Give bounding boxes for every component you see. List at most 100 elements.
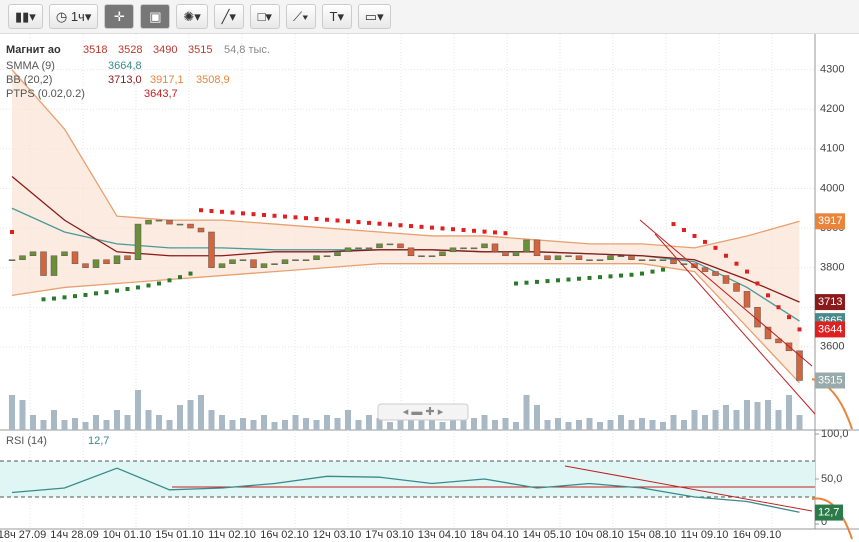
price-tag	[815, 213, 845, 230]
candle	[82, 263, 89, 268]
bb-name: BB (20,2)	[6, 74, 52, 86]
candle	[250, 259, 257, 268]
volume-bar	[114, 410, 120, 430]
volume-bar	[303, 418, 309, 430]
price-tag	[815, 294, 845, 311]
crosshair-button[interactable]: ✛	[104, 4, 135, 29]
x-tick-label: 11ч 09.10	[681, 529, 729, 541]
candle	[218, 263, 226, 268]
y-tick-label: 4200	[820, 103, 844, 115]
x-tick-label: 14ч 28.09	[50, 529, 99, 541]
ptps-dot	[388, 222, 392, 227]
rsi-line	[11, 467, 800, 513]
candle	[439, 251, 446, 257]
ptps-dot	[325, 217, 329, 222]
volume-bar	[492, 420, 498, 430]
candle	[470, 247, 478, 250]
volume-bar	[618, 415, 624, 430]
candle	[260, 263, 268, 268]
volume-bar	[271, 422, 278, 430]
ptps-dot	[409, 224, 413, 229]
volume-bar	[754, 402, 761, 430]
volume-bar	[681, 420, 687, 430]
candle	[50, 255, 58, 276]
y-tick-label: 3800	[820, 262, 844, 274]
ptps-dot	[598, 275, 602, 280]
volume-bar	[82, 422, 89, 430]
chart-type-button[interactable]: ▮▮▾	[8, 4, 43, 29]
x-tick-label: 15ч 01.10	[155, 529, 204, 541]
x-tick-label: 18ч 27.09	[0, 529, 46, 541]
interval-button[interactable]: ◷ 1ч ▾	[48, 4, 99, 29]
ptps-dot	[377, 221, 382, 226]
candle	[407, 247, 415, 257]
shape-tool-button[interactable]: □▾	[249, 4, 280, 29]
ptps-dot	[566, 277, 571, 282]
candle	[313, 255, 320, 260]
volume-bar	[9, 395, 15, 430]
y-tick-label: 4000	[820, 182, 844, 194]
line-tool-button[interactable]: ╱▾	[213, 4, 244, 29]
ptps-dot	[125, 287, 130, 292]
candle	[397, 243, 404, 249]
ptps-dot	[104, 290, 109, 295]
ptps-dot	[703, 239, 707, 244]
volume-bar	[481, 415, 488, 430]
candle	[796, 350, 803, 381]
volume-bar	[544, 420, 551, 430]
candle	[418, 255, 425, 258]
volume-bar	[103, 420, 110, 430]
trend-line	[654, 233, 816, 415]
candle	[19, 255, 26, 260]
ptps-dot	[146, 283, 151, 288]
price-tag-label: 3917	[818, 215, 842, 227]
volume-bar	[208, 410, 215, 430]
volume-bar	[145, 410, 152, 430]
candle	[638, 259, 646, 261]
ptps-dot	[661, 267, 665, 272]
x-tick-label: 13ч 04.10	[418, 529, 467, 541]
volume-bar	[250, 420, 257, 430]
interval: 1ч	[70, 9, 85, 24]
volume-bar	[471, 418, 477, 430]
volume-bar	[387, 422, 393, 430]
fib-tool-button[interactable]: ⟋▾	[285, 4, 316, 29]
image-button[interactable]: ▭▾	[357, 4, 391, 29]
toolbar: ▮▮▾ ◷ 1ч ▾ ✛ ▣ ✺▾ ╱▾ □▾ ⟋▾ T ▾ ▭▾	[0, 0, 859, 34]
ptps-dot	[398, 223, 403, 228]
volume-bar	[355, 420, 362, 430]
volume-bar	[30, 415, 36, 430]
chart: ◂ ▬ ✚ ▸ Магнит ао 3518 3528 3490 3515 54…	[0, 34, 859, 542]
ptps-dot	[283, 214, 287, 219]
candle	[323, 255, 331, 258]
x-tick-label: 10ч 01.10	[103, 529, 152, 541]
volume-bar	[775, 410, 782, 430]
volume-bar	[765, 400, 771, 430]
trend-line	[639, 219, 813, 367]
save-button[interactable]: ▣	[140, 4, 171, 29]
candle	[208, 231, 215, 268]
indicators-button[interactable]: ✺▾	[176, 4, 208, 29]
text-tool-button[interactable]: T ▾	[321, 4, 352, 29]
x-tick-label: 11ч 02.10	[208, 529, 256, 541]
ptps-dot	[797, 327, 802, 332]
x-tick-label: 12ч 03.10	[313, 529, 362, 541]
price-tag-label: 3713	[818, 296, 842, 308]
x-tick-label: 16ч 02.10	[260, 529, 309, 541]
volume-label: 54,8 тыс.	[224, 44, 270, 56]
ptps-dot	[62, 295, 67, 300]
candle	[155, 219, 163, 222]
ptps-dot	[587, 275, 592, 280]
candle	[512, 251, 520, 257]
ptps-dot	[262, 212, 266, 217]
volume-bar	[439, 422, 446, 430]
volume-bar	[187, 400, 194, 430]
ptps-dot	[251, 212, 256, 217]
x-tick-label: 16ч 09.10	[733, 529, 782, 541]
ohlc: 3528	[118, 44, 142, 56]
volume-bar	[324, 415, 330, 430]
ptps-dot	[41, 297, 46, 302]
candle	[176, 223, 184, 226]
candle	[61, 251, 68, 257]
scroll-control[interactable]: ◂ ▬ ✚ ▸	[377, 403, 469, 421]
